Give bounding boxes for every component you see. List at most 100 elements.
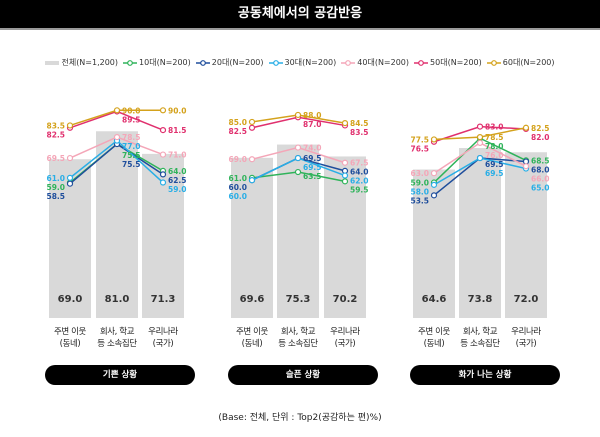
bar-total bbox=[96, 131, 138, 318]
series-point bbox=[66, 122, 74, 129]
series-point bbox=[113, 133, 121, 141]
chart-title: 공동체에서의 공감반응 bbox=[0, 0, 600, 30]
data-label: 76.5 bbox=[410, 144, 429, 153]
series-point bbox=[66, 154, 74, 162]
data-label: 82.5 bbox=[531, 124, 550, 133]
series-point bbox=[66, 180, 74, 187]
series-point bbox=[430, 136, 438, 143]
data-label: 58.5 bbox=[46, 192, 65, 201]
data-label: 83.5 bbox=[350, 128, 369, 137]
series-point bbox=[294, 144, 302, 151]
series-point bbox=[341, 159, 349, 166]
bar-value-label: 73.8 bbox=[468, 294, 493, 305]
legend-item: 40대(N=200) bbox=[341, 58, 409, 68]
legend-item: 전체(N=1,200) bbox=[45, 58, 118, 68]
legend-label: 40대(N=200) bbox=[357, 58, 410, 67]
data-label: 69.5 bbox=[303, 163, 322, 172]
series-point bbox=[341, 172, 349, 179]
data-label: 64.0 bbox=[168, 167, 187, 176]
data-label: 61.0 bbox=[228, 174, 247, 183]
data-label: 83.5 bbox=[46, 121, 65, 130]
bar-total bbox=[231, 157, 273, 318]
series-point bbox=[159, 171, 167, 178]
bar-total bbox=[505, 152, 547, 318]
bar-value-label: 75.3 bbox=[286, 294, 311, 305]
series-point bbox=[248, 177, 256, 184]
data-label: 75.5 bbox=[122, 151, 141, 160]
legend: 전체(N=1,200) 10대(N=200) 20대(N=200) 30대(N=200… bbox=[0, 58, 600, 68]
data-label: 77.5 bbox=[410, 135, 429, 144]
data-label: 61.0 bbox=[46, 174, 65, 183]
bar-value-label: 69.6 bbox=[240, 294, 265, 305]
series-point bbox=[476, 133, 484, 141]
data-label: 59.0 bbox=[168, 185, 187, 194]
legend-item: 20대(N=200) bbox=[195, 58, 264, 68]
data-label: 68.5 bbox=[531, 156, 550, 165]
series-point bbox=[159, 107, 167, 114]
panel-title: 슬픈 상황 bbox=[228, 365, 378, 385]
category-label: 회사, 학교 등 소속집단 bbox=[97, 327, 137, 349]
series-point bbox=[113, 107, 121, 114]
series-point bbox=[66, 174, 74, 181]
series-point bbox=[341, 120, 349, 127]
data-label: 88.0 bbox=[303, 111, 322, 120]
category-label: 주변 이웃 (동네) bbox=[54, 327, 86, 349]
data-label: 84.5 bbox=[350, 119, 369, 128]
data-label: 68.0 bbox=[531, 165, 550, 174]
data-label: 78.5 bbox=[122, 133, 141, 142]
series-point bbox=[248, 156, 256, 163]
legend-label: 30대(N=200) bbox=[284, 58, 337, 67]
data-label: 71.0 bbox=[168, 151, 187, 160]
data-label: 58.0 bbox=[410, 188, 429, 197]
series-point bbox=[430, 181, 438, 188]
series-point bbox=[522, 163, 530, 170]
series-point bbox=[430, 192, 438, 199]
series-point bbox=[248, 124, 256, 131]
data-label: 81.5 bbox=[168, 126, 187, 135]
legend-marker bbox=[123, 60, 138, 66]
bar-value-label: 71.3 bbox=[151, 294, 176, 305]
data-label: 66.0 bbox=[531, 174, 550, 183]
bar-value-label: 72.0 bbox=[514, 294, 539, 305]
data-label: 85.0 bbox=[228, 118, 247, 127]
data-label: 77.0 bbox=[122, 142, 141, 151]
data-label: 82.5 bbox=[228, 127, 247, 136]
legend-marker bbox=[195, 60, 210, 66]
data-label: 63.5 bbox=[303, 172, 322, 181]
category-label: 우리나라 (국가) bbox=[511, 327, 541, 349]
legend-item: 10대(N=200) bbox=[123, 58, 191, 68]
legend-label: 10대(N=200) bbox=[139, 58, 191, 67]
data-label: 83.0 bbox=[485, 123, 504, 132]
series-point bbox=[294, 154, 302, 162]
series-point bbox=[522, 124, 530, 131]
data-label: 53.5 bbox=[410, 197, 429, 206]
data-label: 75.5 bbox=[122, 160, 141, 169]
bar-value-label: 64.6 bbox=[422, 294, 447, 305]
data-label: 60.0 bbox=[228, 192, 247, 201]
data-label: 76.0 bbox=[485, 151, 504, 160]
data-label: 69.5 bbox=[303, 154, 322, 163]
legend-item: 50대(N=200) bbox=[414, 58, 482, 68]
legend-label: 60대(N=200) bbox=[502, 58, 555, 67]
data-label: 62.5 bbox=[168, 176, 187, 185]
legend-marker bbox=[341, 60, 356, 66]
data-label: 60.0 bbox=[228, 183, 247, 192]
legend-label: 전체(N=1,200) bbox=[61, 58, 119, 67]
legend-item: 30대(N=200) bbox=[268, 58, 337, 68]
category-label: 우리나라 (국가) bbox=[148, 327, 178, 349]
data-label: 69.5 bbox=[46, 154, 65, 163]
data-label: 65.0 bbox=[531, 183, 550, 192]
legend-label: 20대(N=200) bbox=[211, 58, 264, 67]
legend-marker bbox=[45, 61, 60, 65]
series-point bbox=[159, 151, 167, 158]
series-point bbox=[159, 127, 167, 134]
legend-marker bbox=[486, 60, 501, 66]
data-label: 90.0 bbox=[122, 106, 141, 115]
data-label: 69.5 bbox=[485, 169, 504, 178]
category-label: 주변 이웃 (동네) bbox=[236, 327, 268, 349]
bar-total bbox=[459, 148, 501, 318]
series-point bbox=[248, 118, 256, 126]
panel-title: 화가 나는 상황 bbox=[410, 365, 560, 385]
legend-item: 60대(N=200) bbox=[486, 58, 555, 68]
